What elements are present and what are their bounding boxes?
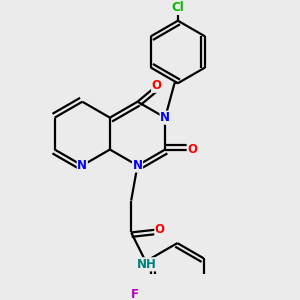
Text: N: N bbox=[133, 159, 142, 172]
Text: F: F bbox=[131, 288, 139, 300]
Text: O: O bbox=[155, 223, 165, 236]
Text: NH: NH bbox=[137, 258, 157, 271]
Text: N: N bbox=[160, 111, 170, 124]
Text: N: N bbox=[77, 159, 87, 172]
Text: O: O bbox=[187, 143, 197, 156]
Text: Cl: Cl bbox=[172, 2, 184, 14]
Text: O: O bbox=[152, 79, 162, 92]
